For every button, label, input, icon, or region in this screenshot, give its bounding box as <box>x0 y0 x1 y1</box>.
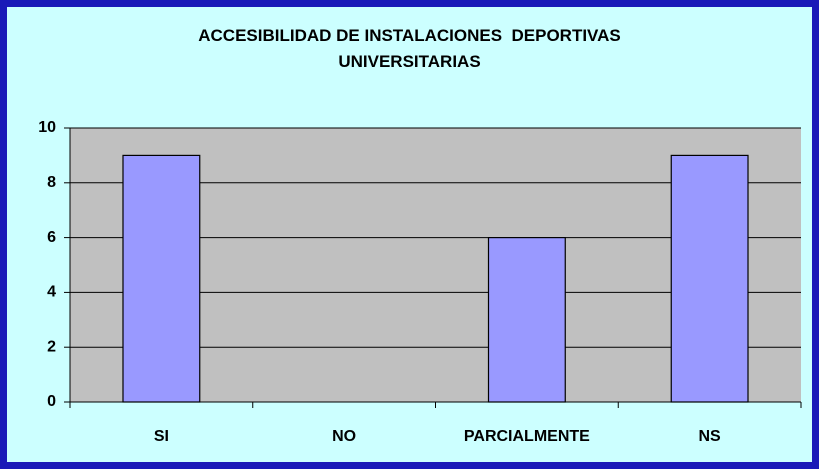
x-tick-label: PARCIALMENTE <box>464 428 590 445</box>
chart: 0 2 4 6 8 10 SI NO PARCIALMENTE NS <box>38 119 802 445</box>
x-tick-label: NS <box>699 428 722 445</box>
bar <box>122 154 201 403</box>
bar <box>487 237 566 403</box>
y-tick-label: 2 <box>47 338 56 355</box>
x-tick-label: SI <box>154 428 169 445</box>
y-tick-label: 0 <box>47 393 56 410</box>
chart-frame: 0 2 4 6 8 10 SI NO PARCIALMENTE NS ACCESIBILIDAD … <box>7 7 812 462</box>
x-tick-label: NO <box>332 428 356 445</box>
y-tick-label: 6 <box>47 229 56 246</box>
bar <box>670 154 749 403</box>
chart-title: ACCESIBILIDAD DE INSTALACIONES DEPORTIVA… <box>198 26 626 71</box>
y-tick-label: 4 <box>47 284 56 301</box>
y-tick-label: 10 <box>38 119 56 136</box>
y-tick-label: 8 <box>47 174 56 191</box>
